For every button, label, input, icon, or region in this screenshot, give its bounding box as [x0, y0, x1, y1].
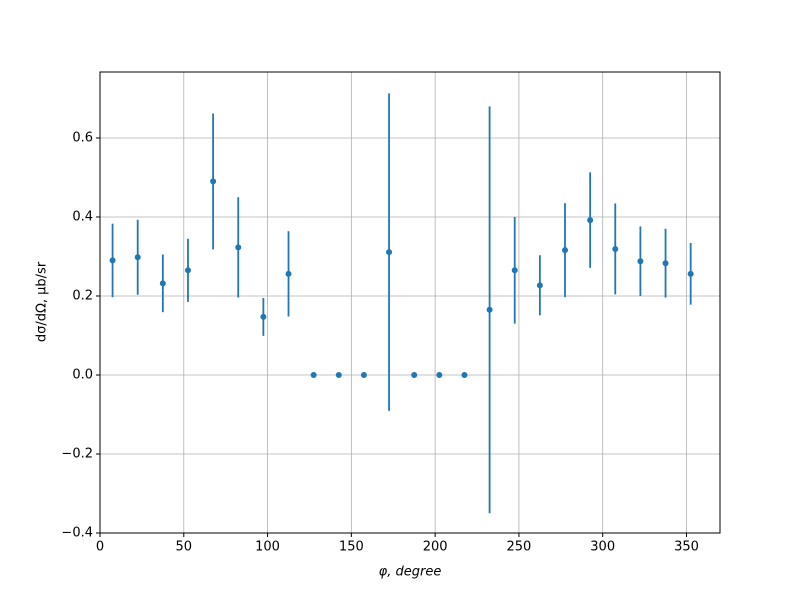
plot-frame: [99, 71, 721, 534]
point: [612, 245, 619, 252]
point: [637, 258, 644, 265]
point: [285, 270, 292, 277]
x-tick-label: 350: [674, 540, 699, 555]
point: [461, 371, 468, 378]
point: [109, 257, 116, 264]
point: [310, 371, 317, 378]
y-tick-label: 0.0: [72, 367, 93, 382]
point: [411, 371, 418, 378]
y-tick-label: 0.2: [72, 288, 93, 303]
y-tick-label: 0.4: [72, 209, 93, 224]
x-tick-label: 250: [507, 540, 532, 555]
point: [587, 217, 594, 224]
point: [486, 306, 493, 313]
point: [511, 267, 518, 274]
x-tick-label: 100: [255, 540, 280, 555]
point: [184, 267, 191, 274]
x-tick-label: 200: [423, 540, 448, 555]
x-axis-label: φ, degree: [379, 565, 442, 580]
point: [260, 313, 267, 320]
y-axis-label: dσ/dΩ, μb/sr: [35, 261, 50, 342]
point: [386, 249, 393, 256]
x-tick-label: 300: [590, 540, 615, 555]
point: [235, 244, 242, 251]
x-tick-label: 0: [96, 540, 104, 555]
point: [159, 280, 166, 287]
point: [335, 371, 342, 378]
x-tick-label: 150: [339, 540, 364, 555]
point: [436, 371, 443, 378]
y-tick-label: −0.4: [61, 526, 93, 541]
y-tick-label: 0.6: [72, 130, 93, 145]
point: [662, 260, 669, 267]
x-tick-label: 50: [176, 540, 193, 555]
y-tick-label: −0.2: [61, 446, 93, 461]
point: [134, 254, 141, 261]
point: [210, 178, 217, 185]
point: [536, 282, 543, 289]
point: [562, 247, 568, 254]
point: [360, 371, 367, 378]
point: [687, 270, 694, 277]
